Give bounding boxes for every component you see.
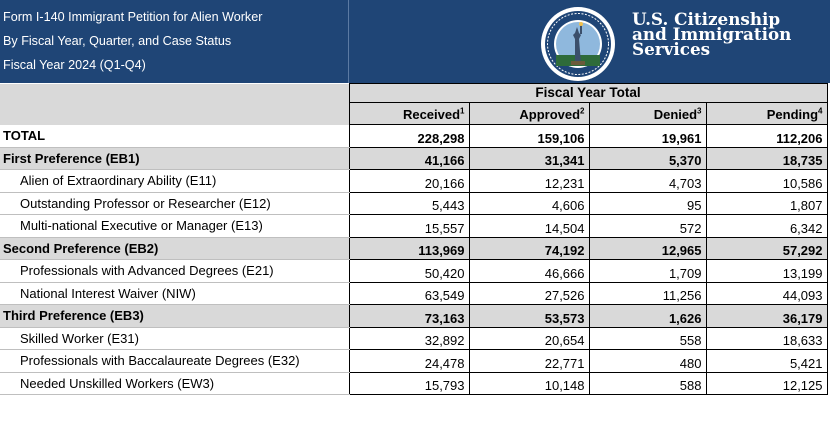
column-header-pending: Pending4	[705, 102, 828, 125]
cell-received: 50,420	[348, 259, 470, 283]
cell-denied: 1,626	[588, 304, 707, 328]
row-label: Outstanding Professor or Researcher (E12…	[0, 192, 349, 215]
row-label: Second Preference (EB2)	[0, 237, 349, 260]
footnote-marker: 2	[580, 106, 585, 116]
row-label: Multi-national Executive or Manager (E13…	[0, 214, 349, 238]
cell-pending: 18,633	[705, 327, 828, 350]
cell-approved: 74,192	[468, 237, 590, 260]
cell-denied: 19,961	[588, 124, 707, 148]
report-title: Form I-140 Immigrant Petition for Alien …	[3, 10, 263, 24]
table-row: Alien of Extraordinary Ability (E11) 20,1…	[0, 169, 828, 193]
cell-received: 5,443	[348, 192, 470, 215]
cell-pending: 10,586	[705, 169, 828, 193]
row-label: Professionals with Baccalaureate Degrees…	[0, 349, 349, 373]
preference-group-row: First Preference (EB1) 41,166 31,341 5,370 1…	[0, 147, 828, 170]
cell-approved: 31,341	[468, 147, 590, 170]
table-row: Professionals with Baccalaureate Degrees…	[0, 349, 828, 373]
cell-denied: 4,703	[588, 169, 707, 193]
cell-approved: 53,573	[468, 304, 590, 328]
row-label: Needed Unskilled Workers (EW3)	[0, 372, 349, 395]
agency-name: U.S. Citizenship and Immigration Service…	[632, 9, 792, 59]
cell-denied: 95	[588, 192, 707, 215]
report-subtitle: By Fiscal Year, Quarter, and Case Status	[3, 34, 232, 48]
agency-name-line-2: and Immigration	[632, 24, 792, 44]
cell-approved: 27,526	[468, 282, 590, 305]
column-header-denied: Denied3	[588, 102, 707, 125]
footnote-marker: 1	[460, 106, 465, 116]
cell-received: 15,557	[348, 214, 470, 238]
uscis-seal-icon	[541, 7, 615, 81]
table-row: Skilled Worker (E31) 32,892 20,654 558 18,63…	[0, 327, 828, 350]
cell-received: 24,478	[348, 349, 470, 373]
row-label: Third Preference (EB3)	[0, 304, 349, 328]
row-label: Skilled Worker (E31)	[0, 327, 349, 350]
agency-name-line-1: U.S. Citizenship	[632, 9, 781, 29]
cell-received: 32,892	[348, 327, 470, 350]
cell-approved: 12,231	[468, 169, 590, 193]
cell-pending: 1,807	[705, 192, 828, 215]
cell-denied: 11,256	[588, 282, 707, 305]
cell-pending: 18,735	[705, 147, 828, 170]
row-label-header	[0, 83, 349, 125]
cell-denied: 5,370	[588, 147, 707, 170]
fiscal-year-total-header: Fiscal Year Total	[348, 83, 828, 103]
row-label: TOTAL	[0, 124, 349, 148]
report-title-block: Form I-140 Immigrant Petition for Alien …	[0, 0, 349, 83]
cell-received: 15,793	[348, 372, 470, 395]
cell-pending: 5,421	[705, 349, 828, 373]
preference-group-row: Second Preference (EB2) 113,969 74,192 12,9…	[0, 237, 828, 260]
table-row: Needed Unskilled Workers (EW3) 15,793 10,1…	[0, 372, 828, 395]
cell-approved: 10,148	[468, 372, 590, 395]
footnote-marker: 3	[697, 106, 702, 116]
preference-group-row: Third Preference (EB3) 73,163 53,573 1,626 3…	[0, 304, 828, 328]
cell-received: 63,549	[348, 282, 470, 305]
report-header: Form I-140 Immigrant Petition for Alien …	[0, 0, 830, 83]
cell-approved: 159,106	[468, 124, 590, 148]
cell-received: 41,166	[348, 147, 470, 170]
petition-table: Fiscal Year Total Received1 Approved2 De…	[0, 83, 828, 395]
cell-approved: 4,606	[468, 192, 590, 215]
table-body: TOTAL 228,298 159,106 19,961 112,206 First Pr…	[0, 124, 828, 395]
cell-pending: 12,125	[705, 372, 828, 395]
cell-denied: 588	[588, 372, 707, 395]
row-label: National Interest Waiver (NIW)	[0, 282, 349, 305]
cell-approved: 22,771	[468, 349, 590, 373]
cell-approved: 14,504	[468, 214, 590, 238]
cell-pending: 6,342	[705, 214, 828, 238]
cell-denied: 480	[588, 349, 707, 373]
cell-approved: 46,666	[468, 259, 590, 283]
row-label: Alien of Extraordinary Ability (E11)	[0, 169, 349, 193]
cell-pending: 57,292	[705, 237, 828, 260]
table-row: National Interest Waiver (NIW) 63,549 27,5…	[0, 282, 828, 305]
cell-received: 228,298	[348, 124, 470, 148]
table-row: Professionals with Advanced Degrees (E21…	[0, 259, 828, 283]
table-row: Multi-national Executive or Manager (E13…	[0, 214, 828, 238]
cell-approved: 20,654	[468, 327, 590, 350]
column-header-approved: Approved2	[468, 102, 590, 125]
cell-denied: 572	[588, 214, 707, 238]
cell-denied: 12,965	[588, 237, 707, 260]
total-row: TOTAL 228,298 159,106 19,961 112,206	[0, 124, 828, 148]
cell-denied: 1,709	[588, 259, 707, 283]
row-label: Professionals with Advanced Degrees (E21…	[0, 259, 349, 283]
cell-pending: 44,093	[705, 282, 828, 305]
column-header-received: Received1	[348, 102, 470, 125]
cell-received: 20,166	[348, 169, 470, 193]
footnote-marker: 4	[818, 106, 823, 116]
row-label: First Preference (EB1)	[0, 147, 349, 170]
cell-denied: 558	[588, 327, 707, 350]
report-period: Fiscal Year 2024 (Q1-Q4)	[3, 58, 146, 72]
table-row: Outstanding Professor or Researcher (E12…	[0, 192, 828, 215]
agency-name-line-3: Services	[632, 39, 711, 59]
cell-received: 113,969	[348, 237, 470, 260]
cell-pending: 112,206	[705, 124, 828, 148]
cell-pending: 36,179	[705, 304, 828, 328]
cell-received: 73,163	[348, 304, 470, 328]
cell-pending: 13,199	[705, 259, 828, 283]
